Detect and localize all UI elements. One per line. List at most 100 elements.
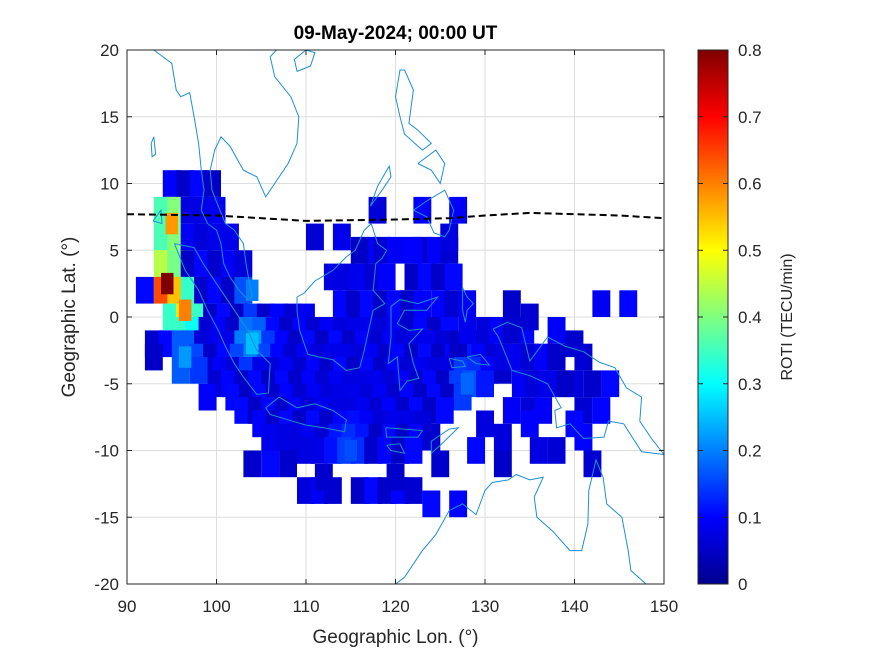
roti-cell [476,410,494,438]
roti-cell [297,437,315,464]
x-tick-labels: 90 100 110 120 130 140 150 [118,597,679,616]
roti-cell [198,383,217,411]
axis-tick-marks [126,49,665,585]
y-tick-label: -5 [104,375,119,394]
roti-cell [547,437,566,464]
roti-cell [422,490,441,518]
roti-cell [194,276,212,304]
coastline [153,50,300,301]
coastline [430,427,460,455]
roti-cell [332,223,351,251]
roti-hotspot [246,279,259,301]
coastline [395,458,647,584]
roti-cell [583,450,602,478]
roti-hotspot [344,439,357,462]
coastline [466,353,491,366]
roti-cell [493,343,512,371]
y-tick-label: 10 [100,175,119,194]
colorbar-tick-marks [698,49,728,585]
roti-cell [368,196,387,224]
roti-cell [135,276,154,304]
coastline [492,321,664,456]
roti-cell [556,370,575,398]
roti-cell [203,170,221,197]
coastline [293,50,316,72]
coastline [417,149,446,185]
x-tick-label: 100 [202,597,230,616]
coastline [296,222,388,371]
roti-cell [153,250,172,277]
roti-cell [449,490,468,518]
roti-cell [194,196,212,224]
y-tick-label: 15 [100,108,119,127]
y-tick-label: -10 [94,442,119,461]
roti-cell [194,223,212,251]
roti-cell [314,463,333,491]
colorbar-tick-label: 0.3 [738,375,762,394]
roti-cells [135,170,638,518]
y-tick-label: 5 [110,241,119,260]
colorbar-label: ROTI (TECU/min) [779,253,796,380]
roti-cell [404,437,423,464]
roti-cell [279,450,297,478]
coastline [369,164,392,207]
roti-cell [189,357,208,384]
x-axis-label: Geographic Lon. (°) [312,627,478,648]
roti-cell [583,370,602,398]
roti-hotspot [161,272,174,295]
roti-cell [529,437,548,464]
colorbar-tick-label: 0.2 [738,442,762,461]
coastline [413,189,455,238]
y-tick-label: 0 [110,308,119,327]
x-tick-label: 140 [560,597,588,616]
roti-cell [476,370,494,398]
roti-cell [574,343,593,371]
roti-cell [547,343,566,371]
roti-cell [502,397,521,424]
roti-cell [458,317,477,344]
roti-cell [404,477,423,504]
roti-cell [422,423,441,451]
colorbar-tick-label: 0.5 [738,241,762,260]
colorbar-tick-label: 0.8 [738,41,762,60]
y-axis-label: Geographic Lat. (°) [59,237,80,398]
y-tick-label: -20 [94,575,119,594]
roti-cell [404,236,423,264]
roti-hotspot [165,212,178,235]
coastline [265,396,347,433]
roti-cell [207,196,226,224]
coastline [173,243,271,395]
roti-cell [444,263,463,291]
x-tick-label: 150 [650,597,678,616]
coastline [385,427,424,438]
roti-cell [297,477,315,504]
roti-cell [431,450,450,478]
roti-cell [440,223,459,251]
roti-cell [467,437,485,464]
magnetic-equator-line [127,211,664,222]
roti-cell [520,303,539,331]
x-tick-label: 120 [381,597,409,616]
colorbar-tick-labels: 0.8 0.7 0.6 0.5 0.4 0.3 0.2 0.1 0 [738,41,762,594]
roti-cell [350,236,369,264]
x-tick-label: 90 [118,597,137,616]
roti-cell [520,410,539,438]
roti-hotspot [178,299,192,321]
colorbar-tick-label: 0.4 [738,308,762,327]
roti-cell [234,250,253,277]
colorbar-tick-label: 0.1 [738,508,762,527]
roti-cell [261,450,280,478]
colorbar-tick-label: 0.7 [738,108,762,127]
roti-cell [386,463,405,491]
roti-hotspot [460,373,474,395]
roti-hotspot [246,333,259,355]
roti-cell [243,450,262,478]
x-tick-label: 110 [292,597,319,616]
colorbar-tick-label: 0 [738,575,747,594]
roti-cell [373,290,391,317]
coastline [152,208,163,225]
roti-cell [619,290,638,317]
roti-cell [144,343,163,371]
colorbar-tick-label: 0.6 [738,175,762,194]
